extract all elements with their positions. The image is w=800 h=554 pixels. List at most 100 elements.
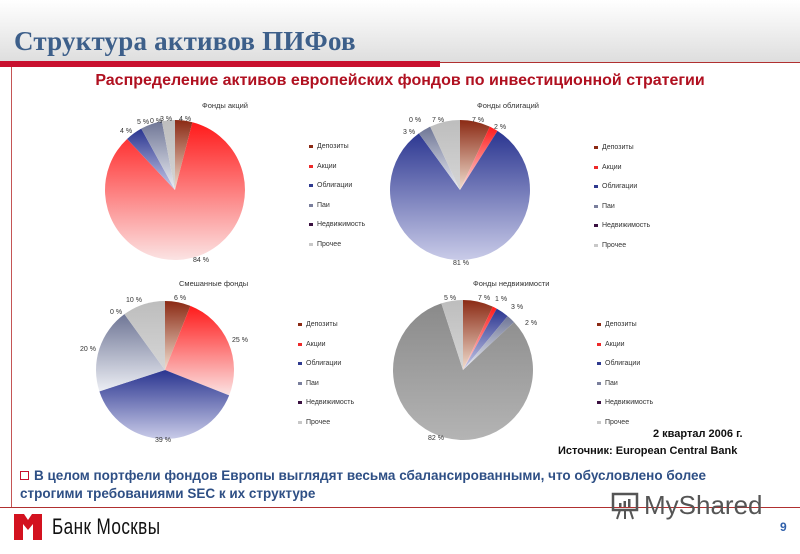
pct-label-units: 2 % [525, 320, 538, 327]
legend-swatch-icon [597, 381, 601, 385]
pie-slice [141, 121, 175, 190]
legend-swatch-icon [309, 145, 313, 149]
legend-label: Паи [602, 202, 615, 210]
legend-swatch-icon [597, 362, 601, 366]
legend-item: Недвижимость [298, 393, 354, 413]
pie-slice [430, 120, 460, 190]
legend-item: Недвижимость [309, 215, 365, 235]
pct-label-shares: 2 % [494, 124, 507, 131]
pct-label-shares: 25 % [232, 337, 248, 344]
legend-item: Акции [594, 158, 650, 178]
legend-swatch-icon [594, 204, 598, 208]
pie-slice [124, 301, 165, 370]
legend-item: Облигации [597, 354, 653, 374]
legend-swatch-icon [594, 165, 598, 169]
legend-item: Паи [298, 374, 354, 394]
legend-label: Акции [306, 340, 326, 348]
frame-left-line [11, 67, 12, 507]
legend-label: Депозиты [306, 321, 338, 329]
pie-slice [175, 120, 193, 190]
legend-label: Недвижимость [605, 399, 654, 407]
pie-slice [463, 308, 508, 370]
legend-label: Акции [317, 162, 337, 170]
legend-label: Недвижимость [602, 222, 651, 230]
page-number: 9 [780, 520, 787, 534]
legend-label: Облигации [602, 183, 638, 191]
pie-slice [161, 120, 175, 190]
legend-swatch-icon [597, 323, 601, 327]
legend-swatch-icon [298, 401, 302, 405]
legend-label: Акции [602, 163, 622, 171]
legend-swatch-icon [309, 223, 313, 227]
legend-swatch-icon [298, 362, 302, 366]
pie-slice [460, 120, 490, 190]
legend-item: Прочее [594, 236, 650, 256]
legend-swatch-icon [298, 420, 302, 424]
legend-label: Прочее [605, 418, 630, 426]
pct-label-deposits: 7 % [472, 117, 485, 124]
pct-label-bonds: 4 % [120, 128, 133, 135]
legend-swatch-icon [594, 224, 598, 228]
watermark-text: MyShared [644, 490, 763, 520]
legend-item: Облигации [309, 176, 365, 196]
legend-label: Прочее [602, 241, 627, 249]
pie-slice [460, 126, 498, 190]
legend-item: Паи [597, 374, 653, 394]
pct-label-bonds: 39 % [155, 437, 171, 444]
legend-swatch-icon [309, 242, 313, 246]
bank-name: Банк Москвы [52, 514, 161, 539]
legend-item: Акции [298, 335, 354, 355]
legend-label: Паи [306, 379, 319, 387]
legend-item: Паи [594, 197, 650, 217]
pie-slice [95, 314, 165, 392]
period-label: 2 квартал 2006 г. [653, 428, 743, 440]
legend-swatch-icon [597, 401, 601, 405]
legend-label: Облигации [605, 360, 641, 368]
chart-title: Фонды недвижимости [473, 279, 550, 288]
slide-title: Структура активов ПИФов [14, 26, 356, 56]
pct-label-real-estate: 0 % [110, 309, 123, 316]
frame-bottom-line [0, 507, 800, 508]
legend-swatch-icon [309, 164, 313, 168]
legend-item: Облигации [594, 177, 650, 197]
pct-label-units: 5 % [137, 119, 150, 126]
legend-label: Недвижимость [306, 399, 355, 407]
source-label: Источник: European Central Bank [558, 445, 738, 457]
pct-label-other: 10 % [126, 297, 142, 304]
chart-title: Фонды акций [202, 101, 248, 110]
pie-slice [104, 122, 245, 260]
pie-slice [390, 130, 530, 260]
pie-slice [165, 301, 191, 370]
legend-item: Акции [309, 157, 365, 177]
legend-item: Депозиты [298, 315, 354, 335]
pie-slice [165, 305, 234, 396]
conclusion-text: В целом портфели фондов Европы выглядят … [20, 467, 740, 503]
pct-label-real-estate: 0 % [409, 117, 422, 124]
legend-label: Акции [605, 340, 625, 348]
divider-line [440, 62, 800, 63]
legend-label: Депозиты [605, 321, 637, 329]
legend-item: Прочее [309, 235, 365, 255]
pct-label-bonds: 81 % [453, 260, 469, 267]
legend-label: Прочее [317, 240, 342, 248]
pct-label-units: 20 % [80, 346, 96, 353]
pct-label-deposits: 4 % [179, 116, 192, 123]
chart-legend: Депозиты Акции Облигации Паи Недвижимость Про… [298, 315, 354, 432]
legend-label: Депозиты [317, 143, 349, 151]
pct-label-shares: 1 % [495, 296, 508, 303]
legend-swatch-icon [298, 342, 302, 346]
legend-item: Прочее [597, 413, 653, 433]
legend-label: Недвижимость [317, 221, 366, 229]
legend-swatch-icon [594, 146, 598, 150]
title-underline-bar [0, 61, 440, 67]
legend-item: Акции [597, 335, 653, 355]
legend-item: Недвижимость [597, 393, 653, 413]
pct-label-deposits: 7 % [478, 295, 491, 302]
chart-title: Фонды облигаций [477, 101, 539, 110]
pie-slice [127, 128, 175, 190]
legend-label: Облигации [306, 360, 342, 368]
